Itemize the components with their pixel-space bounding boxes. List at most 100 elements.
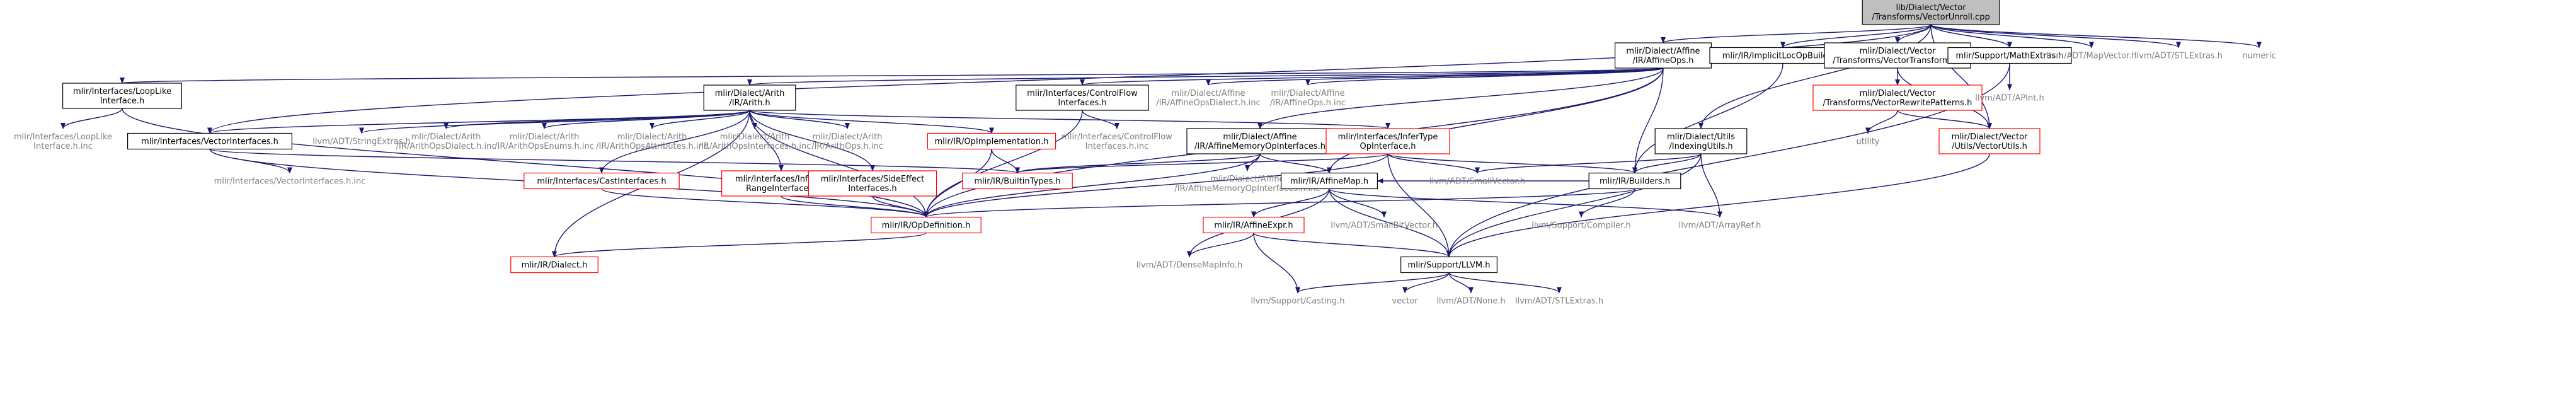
node-none: llvm/ADT/None.h xyxy=(1436,297,1505,306)
node-box xyxy=(1186,128,1334,154)
node-vectorutils[interactable]: mlir/Dialect/Vector/Utils/VectorUtils.h xyxy=(1938,128,2041,154)
node-affineopsdialect: mlir/Dialect/Affine/IR/AffineOpsDialect.… xyxy=(1156,89,1261,108)
node-label: /Utils/VectorUtils.h xyxy=(1952,142,2027,151)
node-indexingutils[interactable]: mlir/Dialect/Utils/IndexingUtils.h xyxy=(1654,128,1748,154)
node-label: /Transforms/VectorRewritePatterns.h xyxy=(1823,98,1972,108)
edge-group xyxy=(1329,188,1387,218)
node-vectorinterfaces[interactable]: mlir/Interfaces/VectorInterfaces.h xyxy=(127,132,292,150)
edge-infertype-to-llvmh xyxy=(1387,153,1451,258)
node-mathextras[interactable]: mlir/Support/MathExtras.h xyxy=(1947,47,2072,64)
node-opdefinition[interactable]: mlir/IR/OpDefinition.h xyxy=(871,216,982,234)
edge-arith-to-inferintrange xyxy=(749,110,784,171)
node-builtintypes[interactable]: mlir/IR/BuiltinTypes.h xyxy=(962,172,1073,190)
edge-builders-to-compiler xyxy=(1579,188,1635,218)
node-label: mlir/Dialect/Arith xyxy=(813,132,883,142)
edge-affineops-to-builders xyxy=(1632,67,1664,174)
node-label: llvm/ADT/STLExtras.h xyxy=(1515,297,1603,306)
node-label: mlir/Interfaces/LoopLike xyxy=(73,87,171,96)
node-box xyxy=(808,170,937,197)
node-label: mlir/IR/Dialect.h xyxy=(522,261,588,270)
node-mapvector: llvm/ADT/MapVector.h xyxy=(2046,52,2136,61)
node-llvmh[interactable]: mlir/Support/LLVM.h xyxy=(1400,256,1498,274)
edge-group xyxy=(209,148,1020,174)
edge-group xyxy=(542,110,750,129)
edge-group xyxy=(1865,110,1898,134)
node-affinememory[interactable]: mlir/Dialect/Affine/IR/AffineMemoryOpInt… xyxy=(1186,128,1334,154)
node-vectorrewrite[interactable]: mlir/Dialect/Vector/Transforms/VectorRew… xyxy=(1812,84,1983,111)
node-dialect[interactable]: mlir/IR/Dialect.h xyxy=(510,256,598,274)
node-box xyxy=(1654,128,1748,154)
node-label: llvm/ADT/STLExtras.h xyxy=(2134,52,2223,61)
edge-root-to-affineops xyxy=(1661,24,1932,43)
node-label: mlir/Support/MathExtras.h xyxy=(1955,52,2063,61)
node-box xyxy=(62,83,183,109)
node-arith[interactable]: mlir/Dialect/Arith/IR/Arith.h xyxy=(703,84,796,111)
edge-group xyxy=(1446,153,1990,258)
node-controlflowinc: mlir/Interfaces/ControlFlowInterfaces.h.… xyxy=(1062,132,1172,151)
node-box xyxy=(524,172,680,190)
node-label: mlir/Dialect/Utils xyxy=(1667,132,1735,142)
node-builders[interactable]: mlir/IR/Builders.h xyxy=(1588,172,1681,190)
node-affineexpr[interactable]: mlir/IR/AffineExpr.h xyxy=(1203,216,1305,234)
node-affineops[interactable]: mlir/Dialect/Affine/IR/AffineOps.h xyxy=(1615,42,1712,69)
node-label: /IR/AffineOpsDialect.h.inc xyxy=(1156,98,1261,108)
node-label: mlir/Dialect/Vector xyxy=(1952,132,2029,142)
edge-affinememory-to-affinemap xyxy=(1259,153,1332,174)
edge-group xyxy=(1632,67,1664,174)
node-label: vector xyxy=(1392,297,1418,306)
edge-group xyxy=(1698,24,1932,129)
node-label: mlir/Interfaces/ControlFlow xyxy=(1027,89,1138,98)
node-label: mlir/Dialect/Arith xyxy=(510,132,580,142)
node-label: mlir/Dialect/Affine xyxy=(1223,132,1297,142)
node-label: mlir/Dialect/Arith xyxy=(715,89,785,98)
node-opimpl[interactable]: mlir/IR/OpImplementation.h xyxy=(927,132,1056,150)
edge-affinememory-to-opdefinition xyxy=(924,153,1261,218)
node-densemapinfo: llvm/ADT/DenseMapInfo.h xyxy=(1136,261,1242,270)
edge-infertype-to-builders xyxy=(1387,153,1637,174)
node-vectortransforms[interactable]: mlir/Dialect/Vector/Transforms/VectorTra… xyxy=(1824,42,1971,69)
edge-root-to-implicitloc xyxy=(1780,24,1932,49)
node-label: /IR/ArithOpsInterfaces.h.inc xyxy=(699,142,811,151)
edge-group xyxy=(1253,233,1300,294)
node-label: /IR/AffineOps.h xyxy=(1633,56,1694,66)
node-arithdialectinc: mlir/Dialect/Arith/IR/ArithOpsDialect.h.… xyxy=(396,132,496,151)
edge-infertype-to-opdefinition xyxy=(924,153,1388,218)
node-box xyxy=(127,132,292,150)
node-label: mlir/IR/OpDefinition.h xyxy=(882,221,971,231)
node-label: OpInterface.h xyxy=(1360,142,1416,151)
node-label: llvm/ADT/DenseMapInfo.h xyxy=(1136,261,1242,270)
edge-affinememory-to-builtintypes xyxy=(1015,153,1261,174)
edge-group xyxy=(1015,153,1388,174)
node-box xyxy=(1812,84,1983,111)
edge-affineops-to-affinememory xyxy=(1257,67,1664,129)
node-affinemap[interactable]: mlir/IR/AffineMap.h xyxy=(1280,172,1378,190)
edge-group xyxy=(1930,24,2012,49)
edge-infertype-to-smallvector xyxy=(1387,153,1480,174)
node-vector: vector xyxy=(1392,297,1418,306)
edge-group xyxy=(207,24,1932,134)
node-label: mlir/IR/Builders.h xyxy=(1600,177,1670,187)
edge-vectorrewrite-to-utility xyxy=(1865,110,1898,134)
edge-vectorutils-to-llvmh xyxy=(1446,153,1990,258)
node-label: /Transforms/VectorUnroll.cpp xyxy=(1872,13,1989,22)
node-label: llvm/ADT/SmallVector.h xyxy=(1429,177,1525,187)
node-arithopsinc: mlir/Dialect/Arith/IR/ArithOps.h.inc xyxy=(811,132,883,151)
edge-group xyxy=(1082,110,1119,129)
edge-group xyxy=(1700,153,1722,218)
edge-group xyxy=(748,67,1664,86)
edge-group xyxy=(1448,272,1474,294)
node-castifaces[interactable]: mlir/Interfaces/CastInterfaces.h xyxy=(524,172,680,190)
edge-group xyxy=(1329,188,1451,258)
node-label: mlir/IR/BuiltinTypes.h xyxy=(974,177,1060,187)
node-label: mlir/Interfaces/ControlFlow xyxy=(1062,132,1172,142)
edge-group xyxy=(1661,24,1932,43)
node-label: /IR/Arith.h xyxy=(729,98,770,108)
node-label: mlir/Dialect/Affine xyxy=(1271,89,1344,98)
edges-layer xyxy=(60,24,2262,294)
node-root[interactable]: lib/Dialect/Vector/Transforms/VectorUnro… xyxy=(1862,0,2000,25)
